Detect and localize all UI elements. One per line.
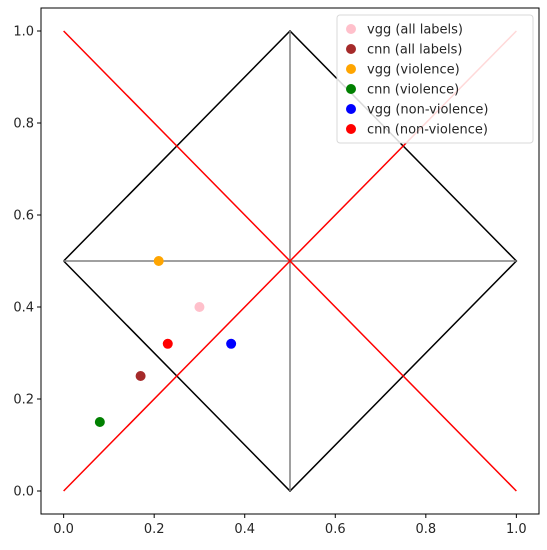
data-points xyxy=(94,256,237,427)
point-cnn-all-labels xyxy=(135,371,146,381)
legend-label: vgg (violence) xyxy=(367,63,460,78)
legend-marker xyxy=(346,104,356,114)
x-tick-label: 0.8 xyxy=(415,522,436,537)
x-tick-label: 0.0 xyxy=(53,522,74,537)
y-tick-label: 0.8 xyxy=(13,117,34,132)
x-tick-label: 1.0 xyxy=(506,522,527,537)
y-tick-label: 1.0 xyxy=(13,25,34,40)
legend-label: cnn (non-violence) xyxy=(367,123,488,138)
y-tick-label: 0.6 xyxy=(13,209,34,224)
x-axis-ticks: 0.0 0.2 0.4 0.6 0.8 1.0 xyxy=(53,514,527,537)
reference-line-4 xyxy=(63,30,517,492)
y-tick-label: 0.4 xyxy=(13,301,34,316)
legend-box xyxy=(336,14,534,144)
point-cnn-violence xyxy=(94,417,105,427)
y-tick-label: 0.2 xyxy=(13,393,34,408)
y-axis-ticks: 0.0 0.2 0.4 0.6 0.8 1.0 xyxy=(13,25,41,500)
legend-marker xyxy=(346,64,356,74)
legend-marker xyxy=(346,84,356,94)
legend-marker xyxy=(346,124,356,134)
legend-label: cnn (violence) xyxy=(367,83,459,98)
legend: vgg (all labels) cnn (all labels) vgg (vio… xyxy=(336,14,534,144)
point-cnn-non-violence xyxy=(162,338,173,349)
legend-label: cnn (all labels) xyxy=(367,43,462,58)
point-vgg-non-violence xyxy=(226,338,237,349)
legend-label: vgg (all labels) xyxy=(367,23,463,38)
x-tick-label: 0.4 xyxy=(234,522,255,537)
x-tick-label: 0.2 xyxy=(144,522,165,537)
y-tick-label: 0.0 xyxy=(13,485,34,500)
legend-label: vgg (non-violence) xyxy=(367,103,489,118)
plot-frame xyxy=(40,7,540,515)
legend-marker xyxy=(346,44,356,54)
point-vgg-all-labels xyxy=(194,302,205,312)
legend-marker xyxy=(346,24,356,34)
x-tick-label: 0.6 xyxy=(325,522,346,537)
point-vgg-violence xyxy=(153,256,164,266)
